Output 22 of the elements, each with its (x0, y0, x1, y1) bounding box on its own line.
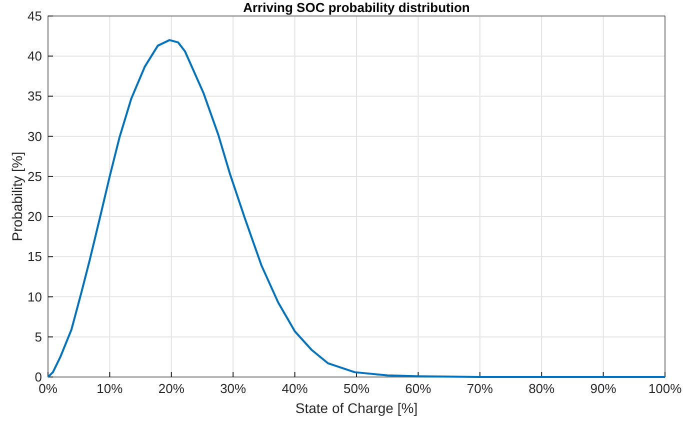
x-tick-label: 20% (158, 381, 185, 396)
y-tick-label: 35 (28, 88, 42, 104)
x-tick-label: 50% (343, 381, 370, 396)
y-tick-label: 25 (28, 168, 42, 184)
x-tick-label: 100% (648, 381, 682, 396)
y-tick-label: 10 (28, 289, 42, 304)
x-tick-label: 10% (96, 381, 124, 396)
y-axis-title: Probability [%] (9, 152, 25, 242)
y-tick-label: 30 (28, 128, 42, 144)
chart-title: Arriving SOC probability distribution (243, 0, 470, 15)
x-axis-title: State of Charge [%] (295, 400, 418, 416)
x-tick-label: 40% (282, 381, 308, 396)
y-tick-label: 5 (34, 329, 42, 344)
x-tick-label: 30% (220, 381, 247, 396)
x-tick-label: 60% (405, 381, 432, 396)
y-tick-label: 15 (28, 249, 42, 264)
y-tick-label: 20 (28, 209, 42, 224)
y-tick-label: 40 (28, 48, 42, 64)
y-tick-label: 45 (28, 8, 42, 24)
x-tick-label: 70% (466, 381, 494, 396)
x-tick-label: 90% (590, 381, 617, 396)
x-tick-label: 80% (528, 381, 556, 396)
